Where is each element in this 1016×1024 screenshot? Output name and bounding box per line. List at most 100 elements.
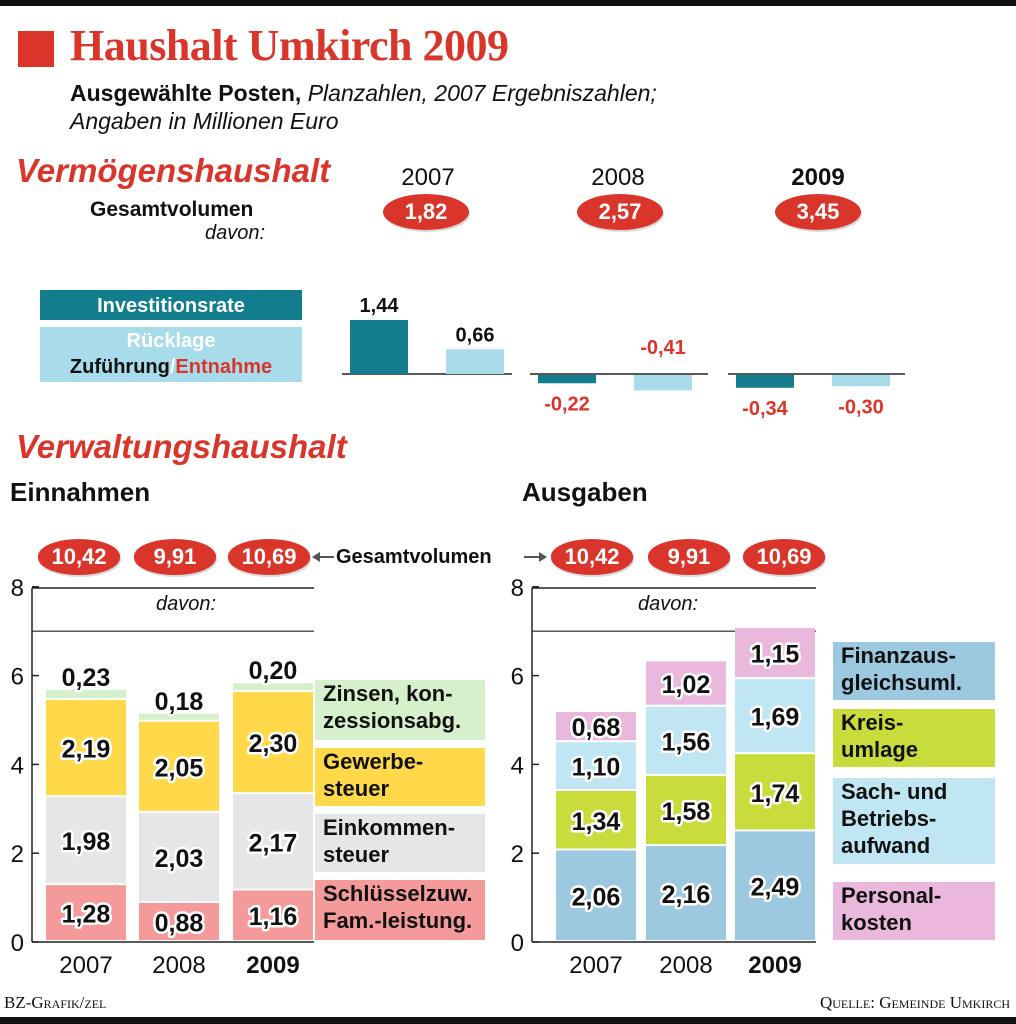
einnahmen-value-3-2008: 0,18 [155, 688, 204, 716]
vermoegen-gesamt-2009: 3,45 [775, 194, 861, 230]
einnahmen-bar-0-2007 [46, 885, 126, 940]
vermoegen-gesamt-label: Gesamtvolumen [90, 198, 254, 221]
einnahmen-tick-label-0: 0 [11, 930, 24, 957]
legend-ruecklage-sub: Zuführung/Entnahme [40, 355, 302, 379]
ausgaben-tick-label-2: 2 [511, 841, 524, 868]
legend-entnahme: Entnahme [175, 356, 273, 378]
top-rule [0, 0, 1016, 6]
ausgaben-xtick-2009: 2009 [748, 952, 801, 979]
vermoegen-label-ruecklage-2009: -0,30 [838, 396, 884, 418]
einnahmen-gesamt-2007: 10,42 [38, 539, 120, 575]
einnahmen-value-2-2007: 2,19 [62, 736, 111, 764]
ausgaben-value-0-2007: 2,06 [572, 883, 621, 911]
subtitle-line2: Angaben in Millionen Euro [70, 108, 339, 134]
vermoegen-davon: davon: [205, 222, 266, 244]
vermoegen-bar-investition-2007 [350, 320, 408, 374]
legend-schluesselzuw: Schlüsselzuw. Fam.-leistung. [315, 880, 485, 940]
legend-schluesselzuw-label: Schlüsselzuw. Fam.-leistung. [323, 881, 473, 933]
einnahmen-davon: davon: [156, 593, 217, 615]
vermoegen-label-investition-2008: -0,22 [544, 393, 590, 415]
einnahmen-title: Einnahmen [10, 477, 151, 507]
subtitle: Ausgewählte Posten, Planzahlen, 2007 Erg… [70, 80, 657, 107]
ausgaben-bar-3-2008 [646, 661, 726, 705]
ausgaben-tick-label-4: 4 [511, 752, 524, 779]
ausgaben-value-2-2008: 1,56 [662, 728, 711, 756]
ausgaben-gesamt-2007: 10,42 [551, 539, 633, 575]
verwaltung-heading: Verwaltungshaushalt [16, 428, 347, 465]
legend-zufuehrung: Zuführung [69, 356, 170, 378]
vermoegen-bar-investition-2008 [538, 375, 596, 384]
subtitle-bold: Ausgewählte Posten, [70, 80, 302, 106]
ausgaben-tick-label-0: 0 [511, 930, 524, 957]
einnahmen-value-1-2008: 2,03 [155, 845, 204, 873]
einnahmen-tick-label-6: 6 [11, 664, 24, 691]
vermoegen-heading: Vermögenshaushalt [16, 152, 331, 189]
ausgaben-bar-1-2009 [735, 754, 815, 830]
ausgaben-value-0-2009: 2,49 [751, 874, 800, 902]
vermoegen-label-ruecklage-2008: -0,41 [640, 337, 686, 359]
vermoegen-bar-investition-2009 [736, 375, 794, 388]
einnahmen-xtick-2009: 2009 [246, 952, 299, 979]
footer-source: Quelle: Gemeinde Umkirch [819, 993, 1010, 1012]
ausgaben-bar-0-2007 [556, 850, 636, 940]
einnahmen-gesamt-2008: 9,91 [134, 539, 216, 575]
einnahmen-tick-label-4: 4 [11, 752, 24, 779]
ausgaben-gesamt-2008: 9,91 [648, 539, 730, 575]
einnahmen-bar-1-2009 [233, 794, 313, 889]
legend-personalkosten-label: Personal- kosten [841, 883, 942, 935]
vermoegen-gesamt-2007: 1,82 [383, 194, 469, 230]
legend-einkommensteuer: Einkommen- steuer [315, 814, 485, 872]
page-title: Haushalt Umkirch 2009 [70, 21, 509, 70]
ausgaben-value-3-2009: 1,15 [751, 641, 800, 669]
einnahmen-gesamt-2009: 10,69 [228, 539, 310, 575]
vermoegen-year-2009: 2009 [791, 164, 845, 191]
ausgaben-gesamt-2009: 10,69 [743, 539, 825, 575]
ausgaben-bar-2-2008 [646, 706, 726, 774]
einnahmen-bar-0-2009 [233, 890, 313, 940]
legend-finanzausgleich: Finanzaus- gleichsuml. [833, 642, 995, 700]
einnahmen-value-3-2007: 0,23 [62, 664, 111, 692]
einnahmen-value-0-2009: 1,16 [249, 903, 298, 931]
ausgaben-bar-2-2009 [735, 679, 815, 753]
einnahmen-xtick-2007: 2007 [59, 952, 112, 979]
ausgaben-value-2-2009: 1,69 [751, 704, 800, 732]
einnahmen-bar-1-2008 [139, 812, 219, 901]
legend-ruecklage: Rücklage Zuführung/Entnahme [40, 327, 302, 382]
legend-personalkosten: Personal- kosten [833, 882, 995, 940]
einnahmen-value-0-2008: 0,88 [155, 909, 204, 937]
einnahmen-value-3-2009: 0,20 [249, 657, 298, 685]
title-marker [18, 31, 54, 67]
einnahmen-bar-2-2007 [46, 700, 126, 796]
legend-einkommensteuer-label: Einkommen- steuer [323, 815, 456, 867]
einnahmen-value-1-2007: 1,98 [62, 828, 111, 856]
subtitle-italic: Planzahlen, 2007 Ergebniszahlen; [307, 80, 657, 106]
ausgaben-xtick-2008: 2008 [659, 952, 712, 979]
einnahmen-bar-3-2007 [46, 689, 126, 699]
einnahmen-bar-0-2008 [139, 902, 219, 940]
ausgaben-davon: davon: [638, 593, 699, 615]
ausgaben-bar-3-2009 [735, 628, 815, 678]
einnahmen-bar-3-2009 [233, 683, 313, 691]
legend-sachaufwand-label: Sach- und Betriebs- aufwand [841, 779, 948, 858]
einnahmen-bar-1-2007 [46, 797, 126, 884]
einnahmen-bar-3-2008 [139, 713, 219, 720]
ausgaben-tick-label-8: 8 [511, 575, 524, 602]
ausgaben-value-0-2008: 2,16 [662, 881, 711, 909]
ausgaben-value-3-2007: 0,68 [572, 714, 621, 742]
einnahmen-chart: 0 2 4 6 8 1,28 1,98 2,19 0,23 2007 0,88 2,03 2,05 0,1… [11, 575, 314, 979]
bottom-rule [0, 1017, 1016, 1024]
legend-investitionsrate: Investitionsrate [40, 290, 302, 320]
ausgaben-chart: 0 2 4 6 8 2,06 1,34 1,10 0,68 2007 2,16 1,58 1,56 1,0… [511, 575, 816, 979]
vermoegen-chart: 1,44 0,66 -0,22 -0,41 -0,34 -0,30 [342, 295, 905, 420]
legend-slash: / [169, 356, 176, 378]
einnahmen-tick-label-2: 2 [11, 841, 24, 868]
einnahmen-value-2-2008: 2,05 [155, 754, 204, 782]
ausgaben-bar-3-2007 [556, 712, 636, 741]
ausgaben-bar-1-2008 [646, 775, 726, 845]
legend-gewerbesteuer: Gewerbe- steuer [315, 748, 485, 806]
ausgaben-bar-1-2007 [556, 791, 636, 849]
ausgaben-xtick-2007: 2007 [569, 952, 622, 979]
legend-zinsen: Zinsen, kon- zessionsabg. [315, 680, 485, 740]
vermoegen-year-2007: 2007 [401, 164, 455, 191]
arrow-left-icon [312, 552, 334, 562]
